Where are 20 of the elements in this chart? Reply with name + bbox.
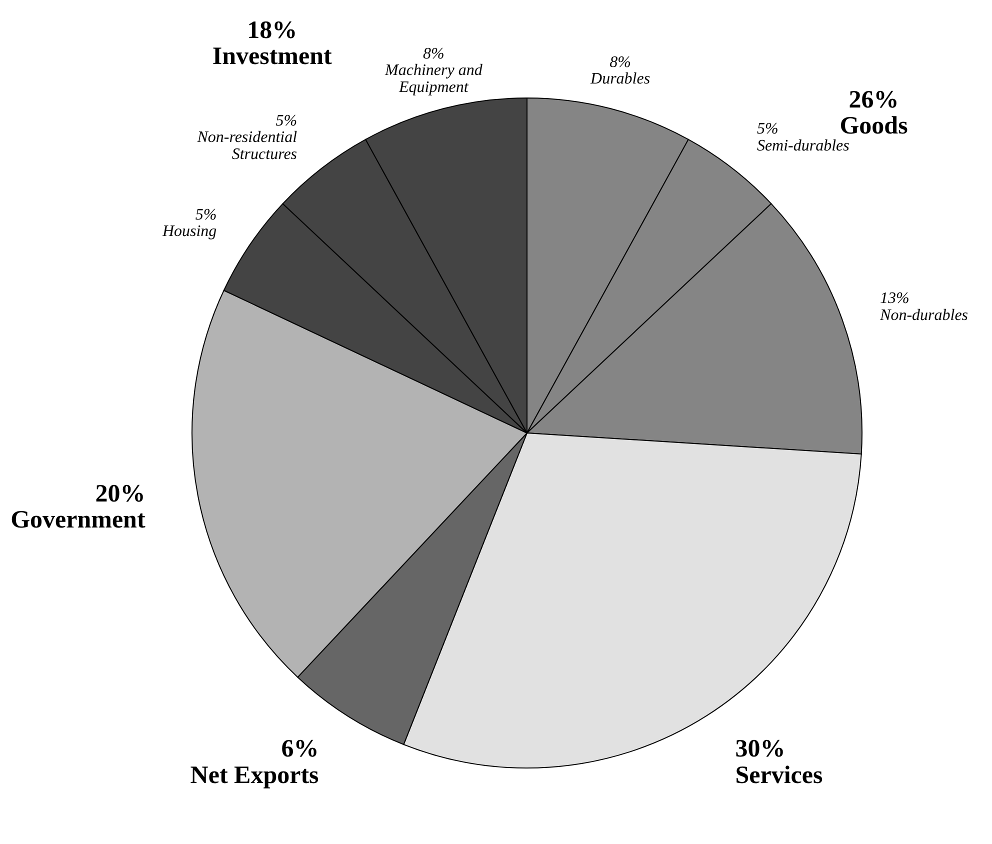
text: 26% Goods (840, 86, 908, 140)
slice-label: Machinery and Equipment (384, 62, 484, 96)
data-label: 30% (735, 736, 786, 763)
data-label: 13% (880, 290, 910, 308)
slice-label: Non-durables (879, 306, 968, 324)
slice-label: Non-residential Structures (196, 129, 298, 163)
data-label: 5% (276, 112, 298, 130)
slice-label: Services (735, 762, 823, 789)
data-label: 5% (756, 120, 778, 138)
data-label: 8% (610, 54, 631, 71)
data-label: 8% (423, 45, 444, 62)
slice-label: Durables (590, 70, 650, 88)
data-label: 6% (281, 736, 319, 763)
data-label: 5% (195, 206, 217, 224)
text: 18% Investment (212, 17, 332, 70)
slice-label: Government (10, 506, 146, 534)
slice-label: Housing (161, 223, 217, 240)
slice-label: Net Exports (190, 762, 320, 789)
slice-label: Semi-durables (756, 138, 850, 155)
data-label: 20% (95, 480, 146, 508)
